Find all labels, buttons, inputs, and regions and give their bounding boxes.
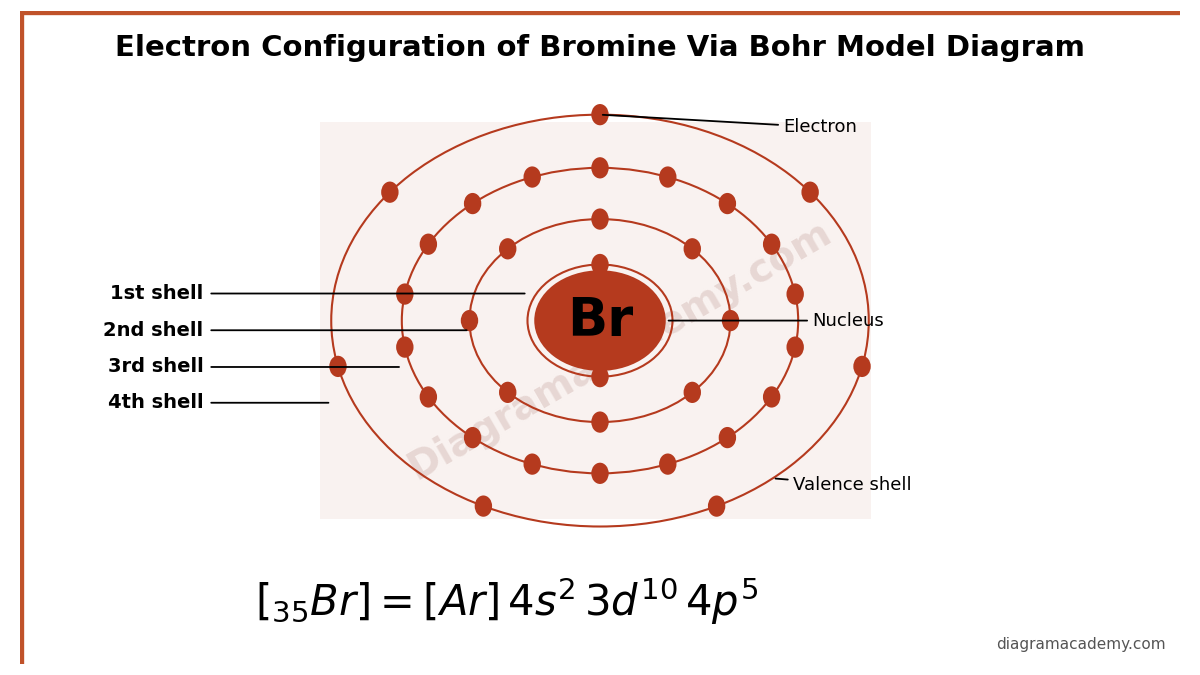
Ellipse shape: [659, 454, 677, 475]
Ellipse shape: [523, 167, 541, 188]
Ellipse shape: [523, 454, 541, 475]
Ellipse shape: [719, 193, 736, 214]
Ellipse shape: [464, 193, 481, 214]
Ellipse shape: [592, 462, 608, 484]
Ellipse shape: [592, 209, 608, 230]
Ellipse shape: [763, 386, 780, 408]
Ellipse shape: [592, 157, 608, 178]
Ellipse shape: [499, 382, 516, 403]
Ellipse shape: [592, 104, 608, 126]
Ellipse shape: [329, 356, 347, 377]
Text: $[_{35}Br] = [Ar]\,4s^2\,3d^{10}\,4p^5$: $[_{35}Br] = [Ar]\,4s^2\,3d^{10}\,4p^5$: [256, 575, 758, 626]
Text: Electron Configuration of Bromine Via Bohr Model Diagram: Electron Configuration of Bromine Via Bo…: [115, 34, 1085, 62]
Ellipse shape: [420, 386, 437, 408]
Ellipse shape: [592, 412, 608, 433]
Ellipse shape: [475, 495, 492, 517]
Text: 3rd shell: 3rd shell: [108, 358, 204, 377]
Ellipse shape: [786, 336, 804, 358]
Ellipse shape: [592, 254, 608, 275]
Ellipse shape: [708, 495, 725, 517]
Ellipse shape: [722, 310, 739, 331]
Ellipse shape: [853, 356, 871, 377]
Ellipse shape: [396, 336, 414, 358]
Text: Diagramacademy.com: Diagramacademy.com: [401, 213, 838, 487]
Ellipse shape: [659, 167, 677, 188]
Text: Nucleus: Nucleus: [668, 312, 884, 329]
Ellipse shape: [499, 238, 516, 259]
Ellipse shape: [763, 234, 780, 255]
Text: 2nd shell: 2nd shell: [103, 321, 204, 340]
Ellipse shape: [461, 310, 478, 331]
FancyBboxPatch shape: [319, 122, 871, 519]
Ellipse shape: [719, 427, 736, 448]
Ellipse shape: [802, 182, 818, 202]
Text: Br: Br: [566, 294, 634, 346]
Ellipse shape: [382, 182, 398, 202]
Ellipse shape: [534, 270, 666, 371]
Text: 4th shell: 4th shell: [108, 394, 204, 412]
Text: Valence shell: Valence shell: [775, 476, 912, 494]
Text: 1st shell: 1st shell: [110, 284, 204, 303]
Ellipse shape: [464, 427, 481, 448]
Ellipse shape: [396, 284, 414, 304]
Ellipse shape: [684, 238, 701, 259]
Ellipse shape: [420, 234, 437, 255]
Ellipse shape: [592, 366, 608, 387]
Text: Electron: Electron: [602, 115, 858, 136]
Ellipse shape: [786, 284, 804, 304]
Ellipse shape: [684, 382, 701, 403]
Text: diagramacademy.com: diagramacademy.com: [996, 637, 1165, 652]
